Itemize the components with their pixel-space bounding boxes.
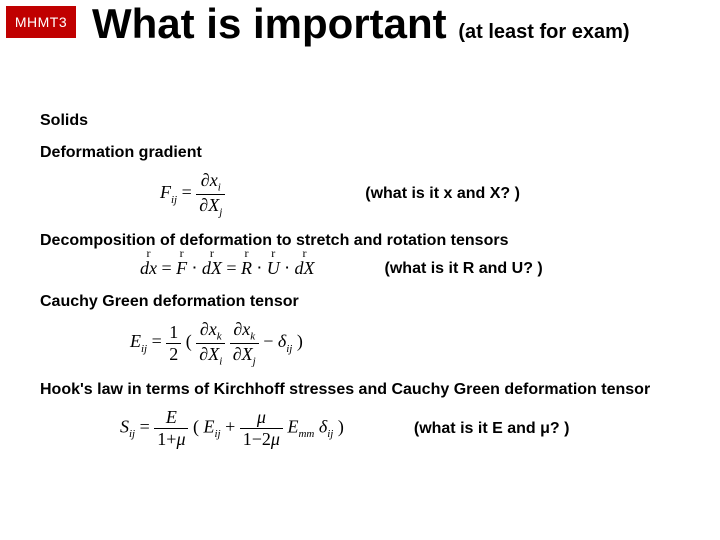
heading-decomp: Decomposition of deformation to stretch …	[40, 232, 700, 250]
eq-row-dx: dx = F ⋅ dX = R ⋅ U ⋅ dX (what is it R a…	[40, 258, 700, 279]
eq-row-eij: Eij = 1 2 ( ∂xk ∂Xi ∂xk ∂Xj − δij )	[40, 319, 700, 367]
content-area: Solids Deformation gradient Fij = ∂xi ∂X…	[40, 112, 700, 464]
note-decomp: (what is it R and U? )	[385, 260, 543, 278]
course-badge: MHMT3	[6, 6, 76, 38]
equation-dx: dx = F ⋅ dX = R ⋅ U ⋅ dX	[140, 258, 315, 279]
equation-eij: Eij = 1 2 ( ∂xk ∂Xi ∂xk ∂Xj − δij )	[130, 319, 303, 367]
equation-sij: Sij = E 1+μ ( Eij + μ 1−2μ Emm δij )	[120, 407, 344, 450]
note-defgrad: (what is it x and X? )	[365, 185, 520, 203]
heading-defgrad: Deformation gradient	[40, 144, 700, 162]
title-sub: (at least for exam)	[458, 21, 629, 43]
course-badge-label: MHMT3	[15, 14, 67, 30]
page-title: What is important (at least for exam)	[92, 0, 630, 48]
heading-solids: Solids	[40, 112, 700, 130]
eq-row-fij: Fij = ∂xi ∂Xj (what is it x and X? )	[40, 170, 700, 218]
note-hook: (what is it E and μ? )	[414, 420, 570, 438]
title-main: What is important	[92, 0, 447, 47]
heading-cg: Cauchy Green deformation tensor	[40, 293, 700, 311]
eq-row-sij: Sij = E 1+μ ( Eij + μ 1−2μ Emm δij ) (wh…	[40, 407, 700, 450]
heading-hook: Hook's law in terms of Kirchhoff stresse…	[40, 381, 700, 399]
equation-fij: Fij = ∂xi ∂Xj	[160, 170, 225, 218]
